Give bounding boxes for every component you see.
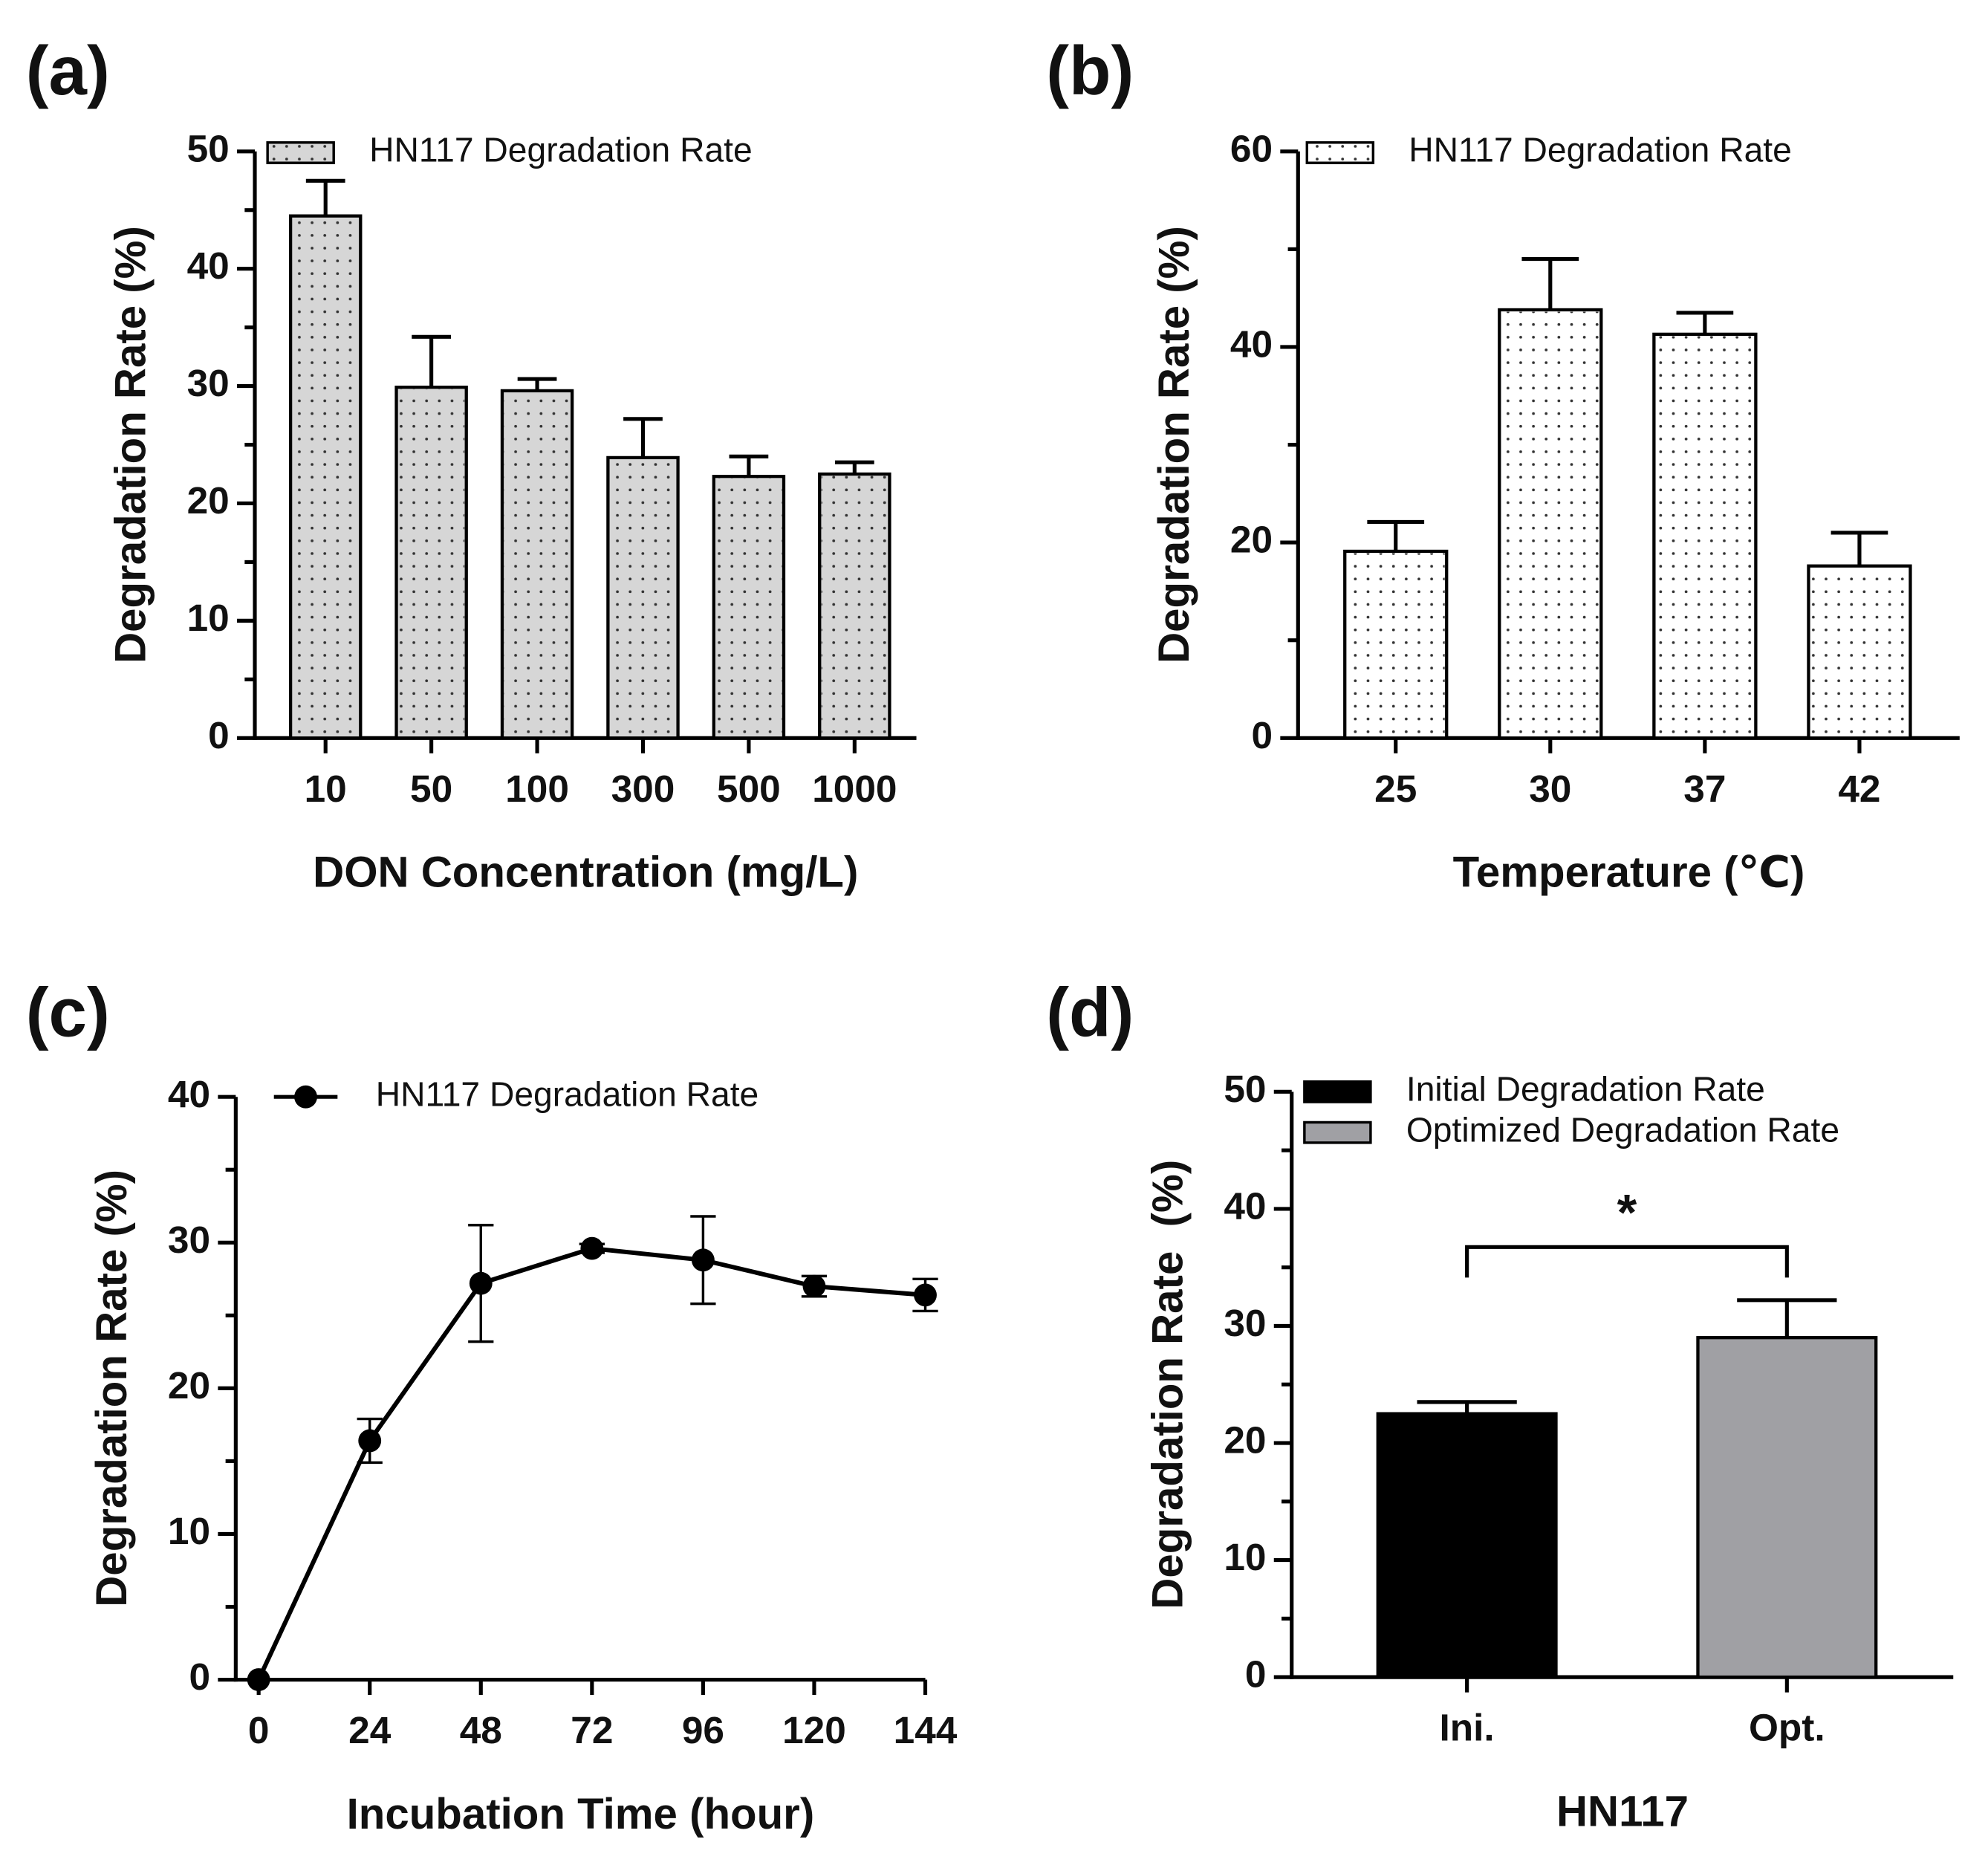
bar-pattern	[292, 218, 359, 736]
line	[256, 1246, 926, 1681]
y-tick-label: 0	[189, 1655, 211, 1698]
x-tick-label: Opt.	[1749, 1706, 1825, 1749]
legend-label: HN117 Degradation Rate	[1409, 131, 1792, 169]
bar-pattern	[1655, 336, 1754, 736]
y-tick-label: 10	[168, 1509, 210, 1552]
x-tick-label: 120	[782, 1708, 846, 1751]
legend-label: Initial Degradation Rate	[1406, 1070, 1765, 1109]
legend-pattern	[1308, 143, 1372, 162]
y-tick-label: 0	[1251, 713, 1273, 756]
bar	[1376, 1412, 1558, 1679]
bar-pattern	[504, 392, 571, 736]
panel-label: (b)	[1046, 32, 1134, 109]
y-tick-label: 50	[1224, 1067, 1266, 1110]
x-tick-label: 500	[717, 767, 781, 810]
y-tick-label: 40	[187, 244, 230, 287]
significance-label: *	[1617, 1184, 1637, 1241]
point	[580, 1236, 604, 1260]
y-tick-label: 50	[187, 126, 230, 169]
panel-label: (c)	[26, 973, 110, 1051]
x-tick-label: 24	[348, 1708, 392, 1751]
x-tick-label: 72	[571, 1708, 613, 1751]
legend-label: Optimized Degradation Rate	[1406, 1110, 1839, 1149]
x-tick-label: 10	[305, 767, 347, 810]
x-axis-label: Incubation Time (hour)	[347, 1790, 815, 1838]
y-tick-label: 0	[1245, 1653, 1267, 1696]
bar-pattern	[821, 476, 888, 736]
bar-pattern	[398, 389, 465, 736]
bar	[1696, 1336, 1878, 1679]
x-tick-label: 50	[410, 767, 452, 810]
bar-pattern	[1501, 311, 1599, 736]
x-tick-label: 100	[505, 767, 569, 810]
legend-pattern	[268, 143, 333, 162]
point	[469, 1271, 493, 1295]
x-tick-label: 144	[894, 1708, 958, 1751]
y-tick-label: 10	[1224, 1535, 1266, 1578]
x-tick-label: Ini.	[1440, 1706, 1495, 1749]
y-tick-label: 40	[1230, 322, 1273, 366]
y-axis-label: Degradation Rate (%)	[1150, 226, 1198, 664]
x-tick-label: 37	[1683, 767, 1726, 810]
x-axis-label: Temperature (℃)	[1453, 849, 1805, 897]
x-tick-label: 25	[1374, 767, 1417, 810]
point	[802, 1274, 826, 1298]
y-tick-label: 0	[208, 713, 230, 756]
panel-label: (d)	[1046, 973, 1134, 1051]
point	[914, 1283, 937, 1307]
point	[358, 1429, 382, 1453]
bar-pattern	[1810, 568, 1909, 736]
y-tick-label: 30	[187, 361, 230, 404]
x-tick-label: 42	[1838, 767, 1880, 810]
panel-label: (a)	[26, 32, 110, 109]
x-tick-label: 300	[611, 767, 675, 810]
y-axis-label: Degradation Rate (%)	[1143, 1160, 1192, 1609]
point	[691, 1248, 715, 1272]
y-tick-label: 30	[168, 1218, 210, 1261]
point	[247, 1668, 270, 1691]
bar-pattern	[609, 459, 677, 736]
y-tick-label: 20	[168, 1363, 210, 1407]
x-tick-label: 1000	[812, 767, 897, 810]
y-tick-label: 20	[1230, 518, 1273, 561]
x-axis-label: HN117	[1556, 1787, 1689, 1835]
legend-label: HN117 Degradation Rate	[376, 1074, 759, 1113]
bar-pattern	[715, 478, 782, 736]
x-tick-label: 96	[682, 1708, 724, 1751]
y-axis-label: Degradation Rate (%)	[107, 226, 155, 664]
x-tick-label: 48	[460, 1708, 502, 1751]
y-tick-label: 20	[1224, 1418, 1266, 1462]
y-tick-label: 40	[1224, 1184, 1266, 1227]
x-axis-label: DON Concentration (mg/L)	[313, 849, 858, 897]
legend-swatch	[1303, 1080, 1372, 1103]
legend-marker	[294, 1085, 317, 1109]
y-tick-label: 60	[1230, 126, 1273, 169]
y-tick-label: 10	[187, 596, 230, 639]
x-tick-label: 0	[248, 1708, 270, 1751]
legend-label: HN117 Degradation Rate	[369, 131, 753, 169]
legend-swatch	[1303, 1121, 1372, 1144]
significance-bracket	[1465, 1245, 1789, 1278]
y-tick-label: 30	[1224, 1301, 1266, 1344]
y-tick-label: 40	[168, 1072, 210, 1115]
y-tick-label: 20	[187, 479, 230, 522]
y-axis-label: Degradation Rate (%)	[88, 1170, 136, 1607]
x-tick-label: 30	[1529, 767, 1571, 810]
bar-pattern	[1346, 553, 1445, 736]
